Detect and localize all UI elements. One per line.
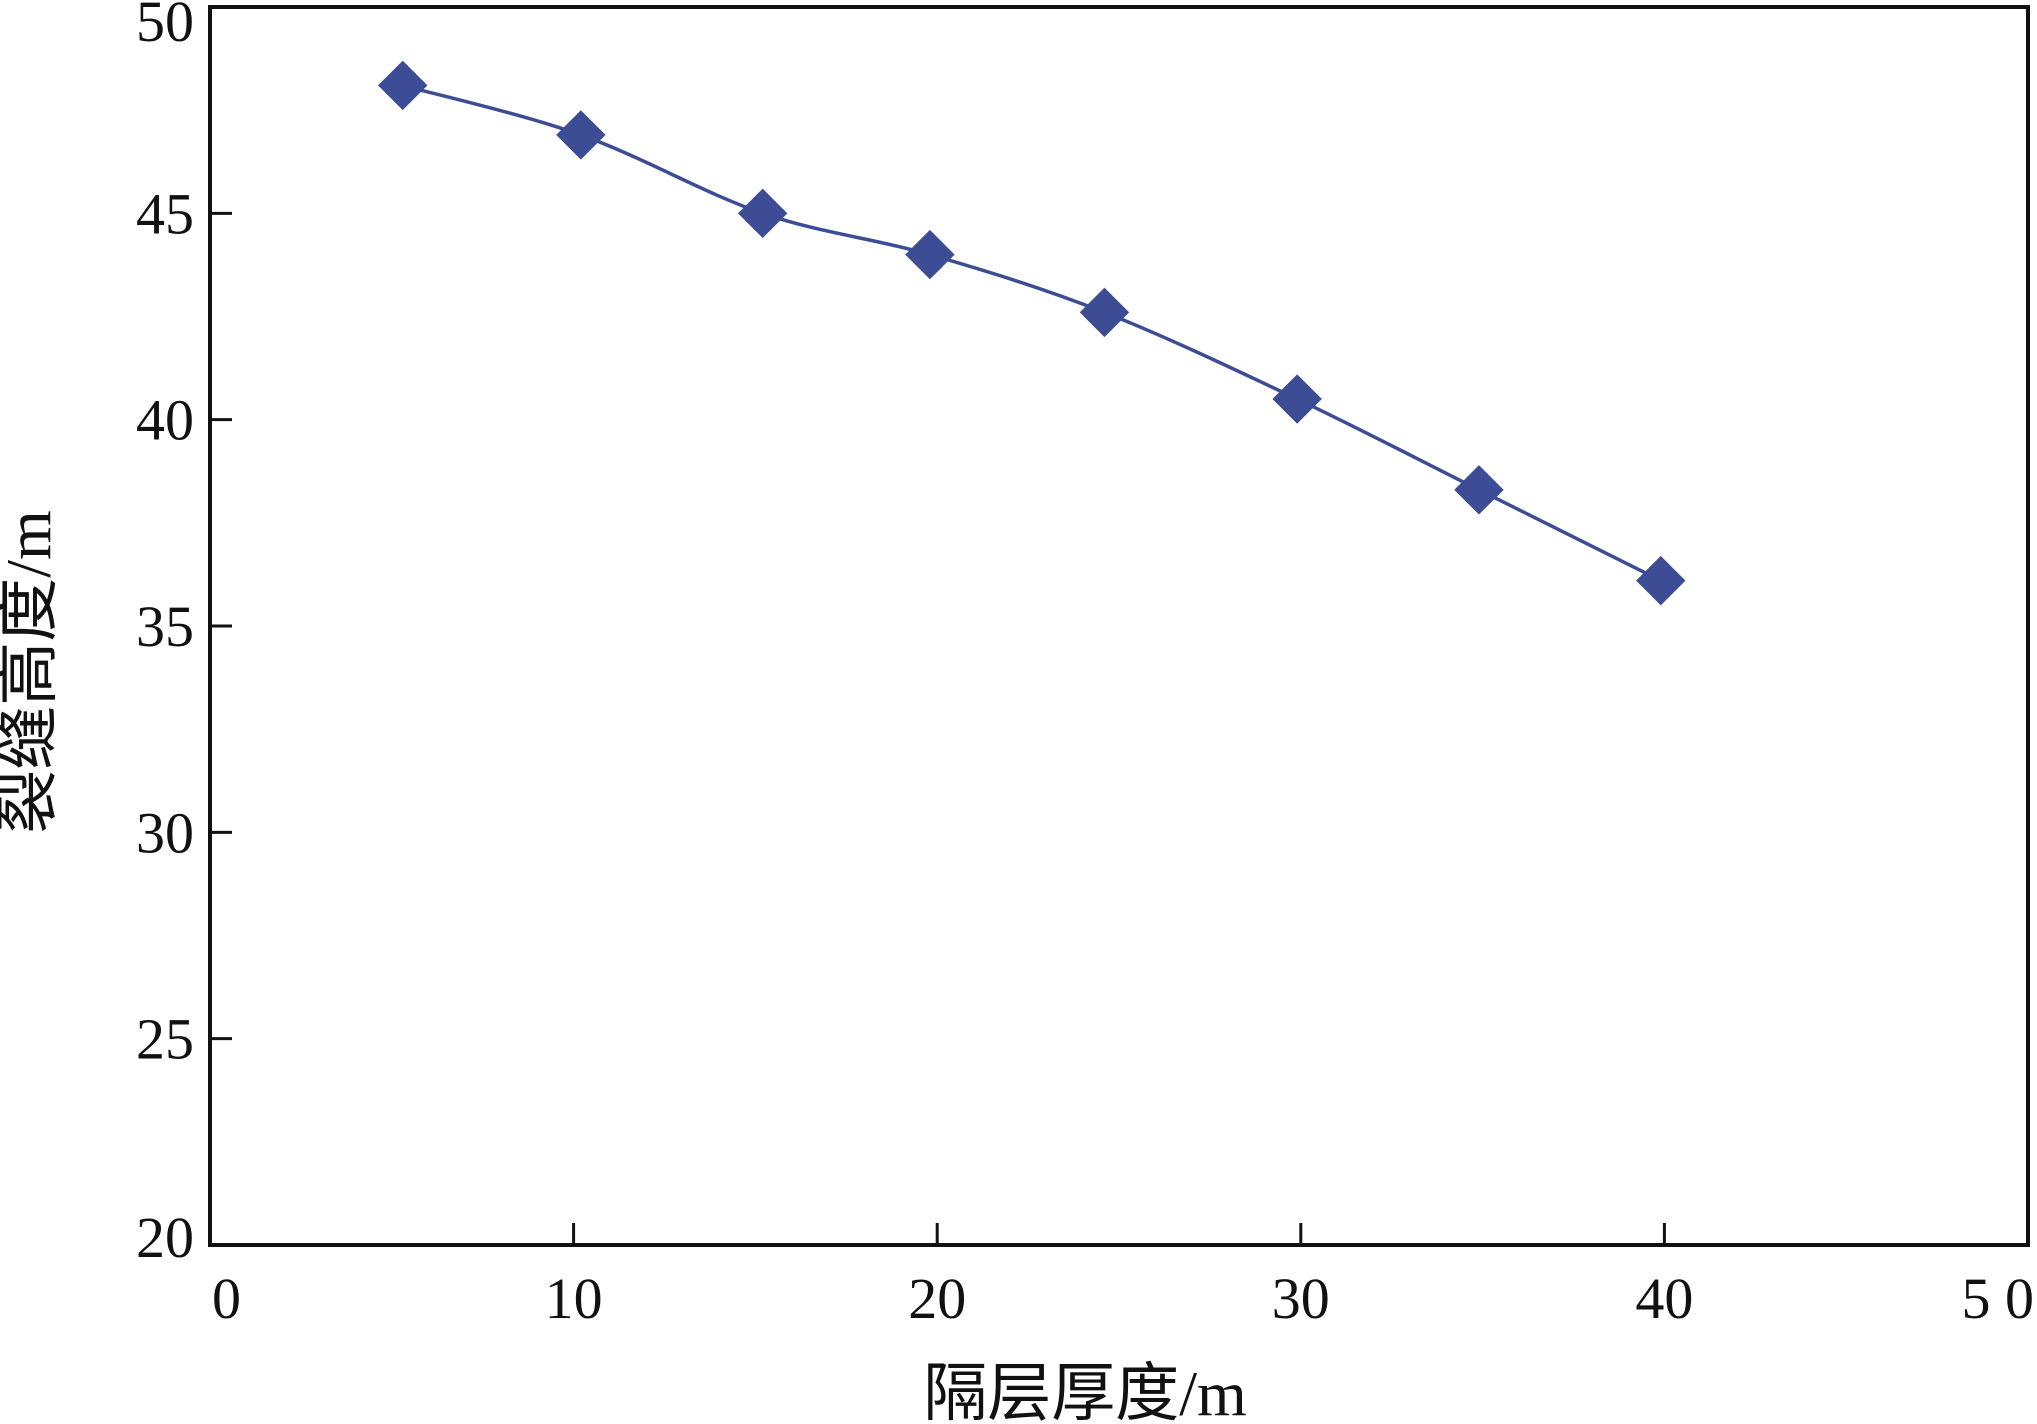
x-tick-label: 0 — [212, 1266, 241, 1331]
y-tick-label: 35 — [136, 594, 194, 659]
data-point-marker — [1272, 374, 1322, 424]
series-markers — [378, 60, 1686, 606]
y-tick-label: 20 — [136, 1205, 194, 1270]
x-tick-label: 10 — [545, 1266, 603, 1331]
x-axis-title: 隔层厚度/m — [923, 1358, 1247, 1424]
y-tick-label: 25 — [136, 1007, 194, 1072]
x-tick-label: 20 — [908, 1266, 966, 1331]
x-tick-label: 5 0 — [1962, 1266, 2035, 1331]
y-tick-label: 40 — [136, 388, 194, 453]
y-tick-label: 30 — [136, 800, 194, 865]
data-point-marker — [556, 110, 606, 160]
y-axis-title: 裂缝高度/m — [0, 510, 64, 834]
data-point-marker — [378, 60, 428, 111]
y-tick-label: 45 — [136, 181, 194, 246]
data-point-marker — [737, 188, 788, 239]
y-axis: 20 25 30 35 40 45 50 — [136, 0, 232, 1270]
x-tick-label: 30 — [1272, 1266, 1330, 1331]
x-tick-label: 40 — [1635, 1266, 1693, 1331]
x-axis: 0 10 20 30 40 5 0 — [212, 1223, 2034, 1331]
y-tick-label: 50 — [136, 0, 194, 54]
data-point-marker — [1454, 465, 1504, 515]
data-point-marker — [905, 229, 955, 280]
data-point-marker — [1079, 287, 1130, 338]
plot-frame — [208, 5, 2030, 1247]
data-point-marker — [1636, 555, 1686, 606]
